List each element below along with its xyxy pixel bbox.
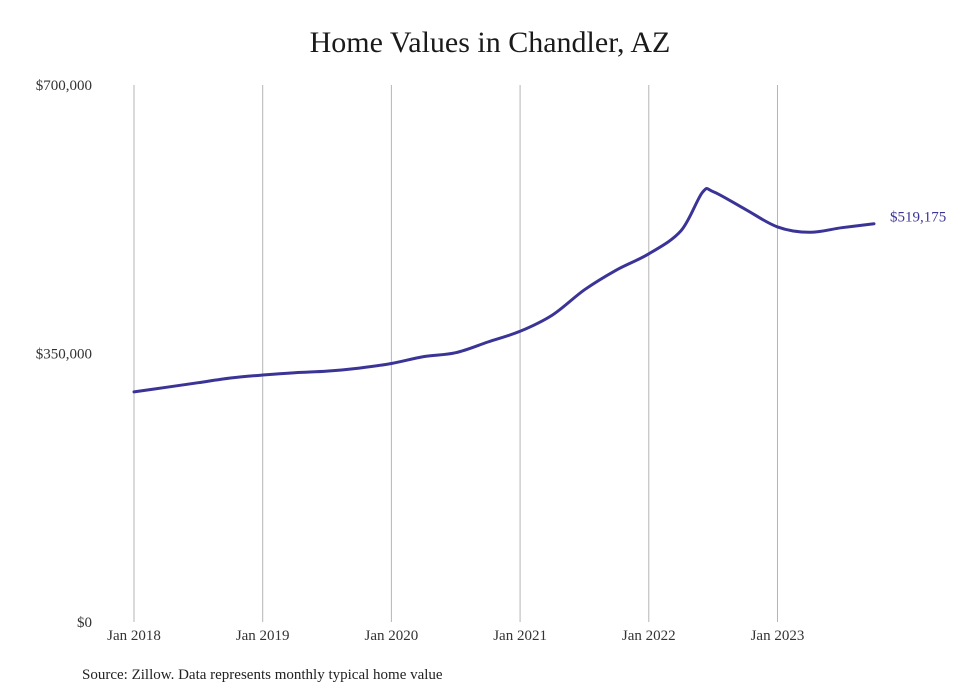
y-tick-label: $700,000 <box>36 78 92 94</box>
end-value-label: $519,175 <box>890 210 946 226</box>
x-tick-label: Jan 2020 <box>365 628 419 644</box>
series-line <box>132 187 876 394</box>
y-tick-label: $350,000 <box>36 347 92 363</box>
x-tick-label: Jan 2022 <box>622 628 676 644</box>
y-tick-label: $0 <box>77 615 92 631</box>
series-layer: $519,175 <box>132 187 946 394</box>
axis-ticks: Jan 2018 Jan 2019 Jan 2020 Jan 2021 Jan 2022… <box>36 78 805 644</box>
source-note: Source: Zillow. Data represents monthly … <box>82 667 443 683</box>
chart-title: Home Values in Chandler, AZ <box>309 26 671 59</box>
grid-lines <box>133 85 778 622</box>
x-tick-label: Jan 2019 <box>236 628 290 644</box>
x-tick-label: Jan 2021 <box>493 628 547 644</box>
x-tick-label: Jan 2018 <box>107 628 161 644</box>
x-tick-label: Jan 2023 <box>751 628 805 644</box>
